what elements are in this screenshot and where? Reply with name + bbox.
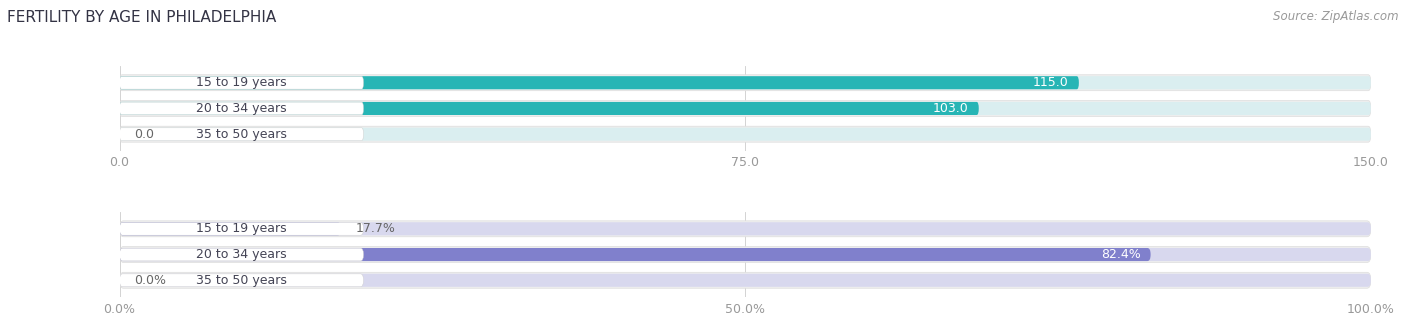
FancyBboxPatch shape [120, 76, 1371, 89]
FancyBboxPatch shape [120, 248, 364, 261]
Text: Source: ZipAtlas.com: Source: ZipAtlas.com [1274, 10, 1399, 23]
Text: 15 to 19 years: 15 to 19 years [197, 222, 287, 235]
FancyBboxPatch shape [120, 101, 1371, 116]
FancyBboxPatch shape [120, 274, 364, 287]
FancyBboxPatch shape [120, 75, 1371, 91]
Text: 35 to 50 years: 35 to 50 years [195, 274, 287, 287]
Text: 15 to 19 years: 15 to 19 years [197, 76, 287, 89]
FancyBboxPatch shape [120, 128, 364, 141]
FancyBboxPatch shape [120, 128, 1371, 141]
Text: 35 to 50 years: 35 to 50 years [195, 128, 287, 141]
FancyBboxPatch shape [120, 221, 1371, 237]
FancyBboxPatch shape [120, 102, 1371, 115]
Text: 17.7%: 17.7% [356, 222, 396, 235]
FancyBboxPatch shape [120, 274, 1371, 287]
Text: 0.0: 0.0 [135, 128, 155, 141]
FancyBboxPatch shape [120, 248, 1150, 261]
FancyBboxPatch shape [120, 272, 1371, 288]
FancyBboxPatch shape [120, 222, 364, 235]
Text: 82.4%: 82.4% [1101, 248, 1140, 261]
FancyBboxPatch shape [120, 222, 1371, 235]
Text: 20 to 34 years: 20 to 34 years [197, 248, 287, 261]
Text: FERTILITY BY AGE IN PHILADELPHIA: FERTILITY BY AGE IN PHILADELPHIA [7, 10, 277, 25]
FancyBboxPatch shape [120, 102, 979, 115]
Text: 103.0: 103.0 [934, 102, 969, 115]
Text: 115.0: 115.0 [1033, 76, 1069, 89]
FancyBboxPatch shape [120, 126, 1371, 142]
FancyBboxPatch shape [120, 76, 1078, 89]
FancyBboxPatch shape [120, 248, 1371, 261]
Text: 0.0%: 0.0% [135, 274, 166, 287]
Text: 20 to 34 years: 20 to 34 years [197, 102, 287, 115]
FancyBboxPatch shape [120, 76, 364, 89]
FancyBboxPatch shape [120, 247, 1371, 262]
FancyBboxPatch shape [120, 222, 342, 235]
FancyBboxPatch shape [120, 102, 364, 115]
